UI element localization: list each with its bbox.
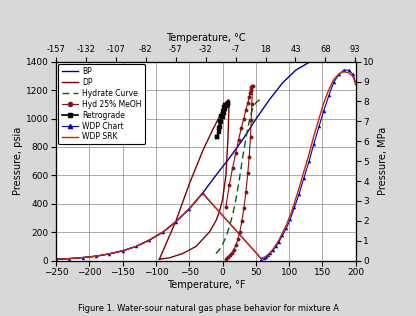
Legend: BP, DP, Hydrate Curve, Hyd 25% MeOH, Retrograde, WDP Chart, WDP SRK: BP, DP, Hydrate Curve, Hyd 25% MeOH, Ret… — [59, 64, 145, 144]
Text: Figure 1. Water-sour natural gas phase behavior for mixture A: Figure 1. Water-sour natural gas phase b… — [77, 304, 339, 313]
X-axis label: Temperature, °F: Temperature, °F — [167, 280, 245, 290]
Y-axis label: Pressure, MPa: Pressure, MPa — [378, 127, 388, 195]
Y-axis label: Pressure, psia: Pressure, psia — [13, 127, 23, 195]
X-axis label: Temperature, °C: Temperature, °C — [166, 33, 246, 43]
